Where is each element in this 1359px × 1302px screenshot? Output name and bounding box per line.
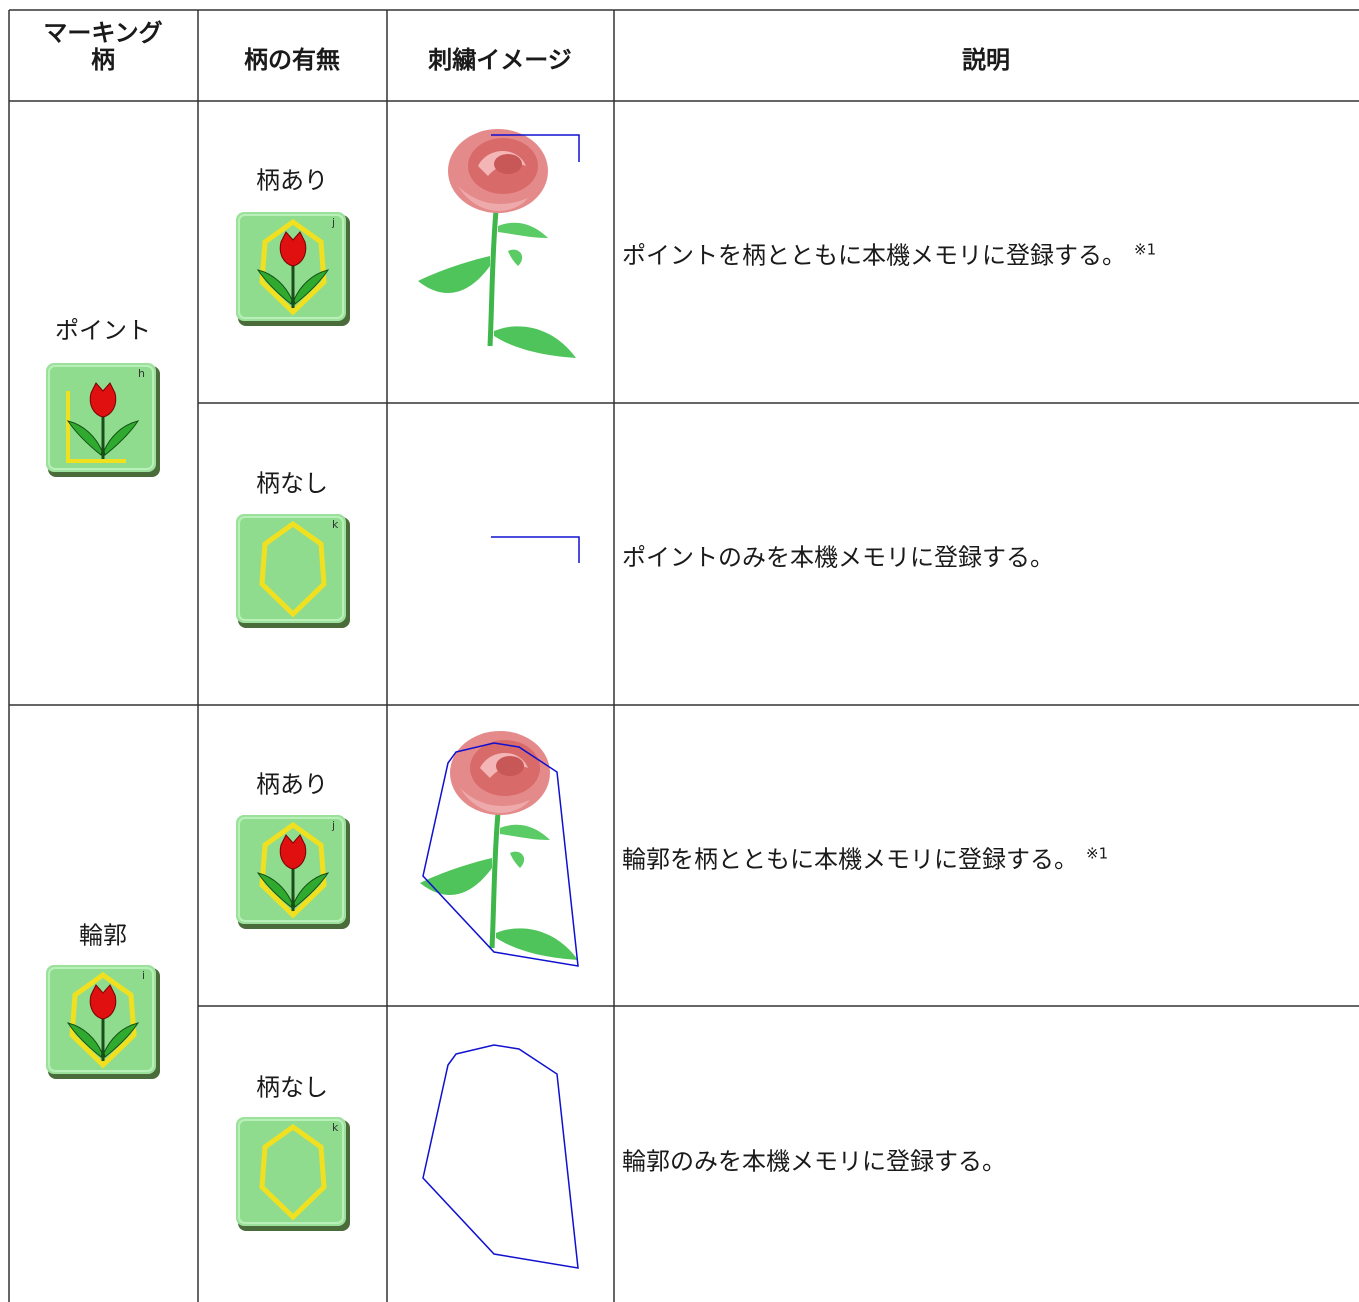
description: 輪郭のみを本機メモリに登録する。 (622, 1142, 1006, 1177)
outline-icon: i (46, 965, 160, 1079)
description-text: 輪郭を柄とともに本機メモリに登録する。 (622, 845, 1078, 874)
option-label: 柄あり (256, 166, 328, 195)
point-marker (491, 536, 580, 563)
icon-letter: k (332, 1121, 339, 1134)
footnote-mark: ※1 (1086, 844, 1109, 863)
rose-image (418, 129, 576, 358)
outline-marker (422, 1044, 579, 1269)
rose-image (420, 731, 578, 960)
with-pattern-icon: j (236, 815, 350, 929)
description-text: ポイントを柄とともに本機メモリに登録する。 (622, 241, 1126, 270)
icon-letter: j (331, 819, 335, 832)
header-line: マーキング (43, 19, 163, 47)
without-pattern-icon: k (236, 514, 350, 628)
header-line: 柄 (91, 46, 115, 74)
with-pattern-icon: j (236, 212, 350, 326)
icon-letter: i (142, 969, 145, 982)
group-label: 輪郭 (79, 921, 127, 950)
description: ポイントを柄とともに本機メモリに登録する。 ※1 (622, 236, 1156, 271)
description: 輪郭を柄とともに本機メモリに登録する。 ※1 (622, 840, 1108, 875)
icon-letter: j (331, 216, 335, 229)
option-label: 柄あり (256, 770, 328, 799)
footnote-mark: ※1 (1134, 240, 1157, 259)
group-label: ポイント (55, 316, 151, 345)
point-icon: h (46, 363, 160, 477)
header-cell: 刺繍イメージ (428, 46, 572, 74)
header-cell: 説明 (962, 46, 1010, 74)
point-marker (491, 134, 580, 162)
without-pattern-icon: k (236, 1117, 350, 1231)
description: ポイントのみを本機メモリに登録する。 (622, 538, 1054, 573)
icon-letter: k (332, 518, 339, 531)
outline-marker (422, 742, 579, 967)
option-label: 柄なし (256, 1073, 328, 1102)
option-label: 柄なし (256, 469, 328, 498)
table-lines (8, 9, 1359, 1302)
header-cell: マーキング 柄 (43, 20, 162, 74)
description-text: ポイントのみを本機メモリに登録する。 (622, 543, 1054, 572)
icon-letter: h (138, 367, 145, 380)
description-text: 輪郭のみを本機メモリに登録する。 (622, 1147, 1006, 1176)
header-cell: 柄の有無 (244, 46, 340, 74)
